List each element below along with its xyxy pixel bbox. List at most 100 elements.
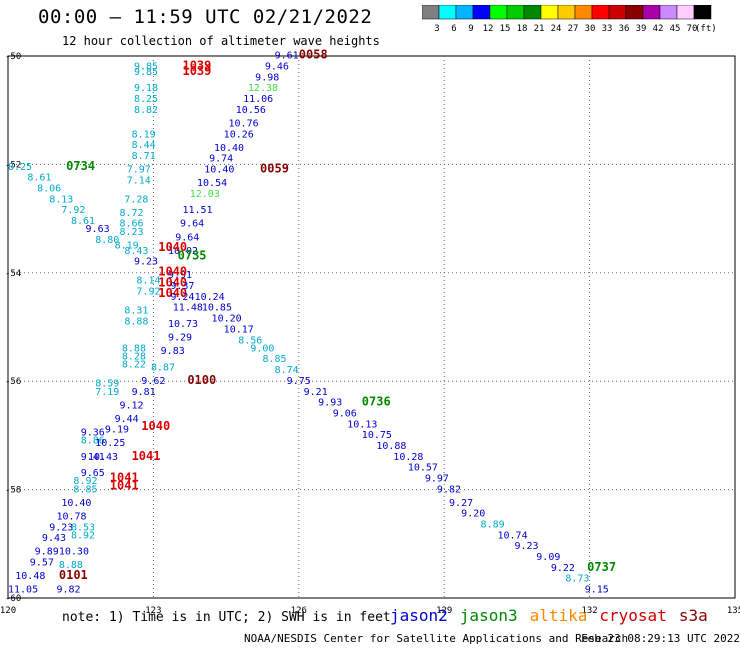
wave-height-label: 7.28 bbox=[124, 194, 148, 205]
pass-time-label: 0734 bbox=[66, 159, 95, 173]
colorbar-unit: (ft) bbox=[695, 24, 717, 34]
colorbar-label: 39 bbox=[636, 24, 647, 34]
wave-height-label: 10.78 bbox=[56, 511, 86, 522]
wave-height-label: 8.87 bbox=[151, 362, 175, 373]
generated-timestamp: Feb 23 08:29:13 UTC 2022 bbox=[581, 632, 740, 645]
wave-height-label: 8.72 bbox=[119, 208, 143, 219]
pass-time-label: 1040 bbox=[141, 419, 170, 433]
pass-time-label: 0058 bbox=[299, 48, 328, 62]
wave-height-label: 8.71 bbox=[132, 151, 156, 162]
wave-height-label: 9.65 bbox=[81, 468, 105, 479]
wave-height-label: 8.56 bbox=[238, 335, 262, 346]
wave-height-label: 9.85 bbox=[134, 62, 158, 73]
wave-height-label: 10.17 bbox=[224, 324, 254, 335]
wave-height-label: 9.23 bbox=[49, 522, 73, 533]
wave-height-label: 9.82 bbox=[437, 484, 461, 495]
wave-height-label: 8.74 bbox=[275, 365, 299, 376]
wave-height-label: 8.85 bbox=[73, 484, 97, 495]
wave-height-label: 9.89 bbox=[35, 547, 59, 558]
y-tick-label: -58 bbox=[5, 486, 21, 496]
x-tick-label: 135 bbox=[727, 606, 740, 616]
wave-height-label: 10.76 bbox=[229, 118, 259, 129]
wave-height-label: 9.63 bbox=[86, 224, 110, 235]
wave-height-label: 10.57 bbox=[408, 463, 438, 474]
wave-height-label: 9.61 bbox=[275, 51, 299, 62]
wave-height-label: 9.91 bbox=[168, 270, 192, 281]
wave-height-label: 8.19 bbox=[115, 240, 139, 251]
wave-height-label: 8.25 bbox=[8, 162, 32, 173]
wave-height-label: 8.92 bbox=[73, 476, 97, 487]
wave-height-label: 9.19 bbox=[105, 425, 129, 436]
wave-height-label: 9.24 bbox=[170, 292, 194, 303]
wave-height-label: 10.75 bbox=[362, 430, 392, 441]
colorbar-label: 21 bbox=[534, 24, 545, 34]
plot-frame bbox=[7, 55, 736, 599]
colorbar-label: 36 bbox=[619, 24, 630, 34]
wave-height-label: 10.40 bbox=[214, 143, 244, 154]
wave-height-label: 9.36 bbox=[81, 427, 105, 438]
legend-jason3: jason3 bbox=[459, 606, 518, 625]
wave-height-label: 8.88 bbox=[59, 560, 83, 571]
satellite-legend: jason2 jason3 altika cryosat s3a bbox=[390, 606, 720, 625]
wave-height-label: 8.61 bbox=[71, 216, 95, 227]
y-tick-label: -50 bbox=[5, 52, 21, 62]
wave-height-label: 7.92 bbox=[61, 205, 85, 216]
colorbar-label: 3 bbox=[434, 24, 439, 34]
wave-height-label: 9.27 bbox=[449, 498, 473, 509]
wave-height-label: 10.85 bbox=[202, 303, 232, 314]
wave-height-label: 8.88 bbox=[124, 316, 148, 327]
wave-height-label: 7.92 bbox=[136, 286, 160, 297]
wave-height-label: 10.54 bbox=[197, 178, 227, 189]
wave-height-label: 8.73 bbox=[565, 574, 589, 585]
wave-height-label: 9.85 bbox=[134, 67, 158, 78]
x-tick-label: 123 bbox=[145, 606, 161, 616]
wave-height-label: 12.38 bbox=[248, 83, 278, 94]
wave-height-label: 8.53 bbox=[71, 522, 95, 533]
y-tick-label: -56 bbox=[5, 377, 21, 387]
wave-height-label: 8.44 bbox=[132, 140, 156, 151]
wave-height-label: 9.06 bbox=[333, 408, 357, 419]
colorbar-label: 24 bbox=[551, 24, 562, 34]
wave-height-label: 8.86 bbox=[81, 436, 105, 447]
wave-height-label: 9.82 bbox=[56, 585, 80, 596]
wave-height-label: 8.23 bbox=[119, 227, 143, 238]
wave-height-label: 11.48 bbox=[173, 303, 203, 314]
wave-height-label: 8.59 bbox=[95, 379, 119, 390]
wave-height-label: 9.15 bbox=[585, 585, 609, 596]
colorbar-label: 18 bbox=[517, 24, 528, 34]
wave-height-label: 9.74 bbox=[209, 154, 233, 165]
wave-height-label: 8.19 bbox=[132, 129, 156, 140]
wave-height-label: 8.66 bbox=[119, 219, 143, 230]
wave-height-label: 10.43 bbox=[88, 452, 118, 463]
wave-height-label: 9.93 bbox=[318, 398, 342, 409]
wave-height-label: 10.74 bbox=[498, 530, 528, 541]
wave-height-label: 8.92 bbox=[71, 530, 95, 541]
pass-time-label: 1040 bbox=[158, 265, 187, 279]
legend-jason2: jason2 bbox=[390, 606, 448, 625]
wave-height-label: 9.09 bbox=[536, 552, 560, 563]
wave-height-label: 10.56 bbox=[236, 105, 266, 116]
x-tick-label: 126 bbox=[291, 606, 307, 616]
wave-height-label: 9.23 bbox=[134, 257, 158, 268]
wave-height-label: 8.43 bbox=[124, 246, 148, 257]
colorbar-label: 27 bbox=[568, 24, 579, 34]
wave-height-label: 10.88 bbox=[376, 441, 406, 452]
wave-height-label: 7.14 bbox=[127, 175, 151, 186]
wave-height-label: 9.83 bbox=[161, 346, 185, 357]
wave-height-label: 8.88 bbox=[122, 343, 146, 354]
chart-title: 00:00 – 11:59 UTC 02/21/2022 bbox=[38, 6, 373, 28]
wave-height-label: 10.13 bbox=[347, 419, 377, 430]
wave-height-label: 9.18 bbox=[134, 83, 158, 94]
wave-height-label: 8.61 bbox=[27, 173, 51, 184]
wave-height-label: 7.19 bbox=[95, 387, 119, 398]
colorbar-label: 12 bbox=[483, 24, 494, 34]
pass-time-label: 1040 bbox=[158, 286, 187, 300]
pass-time-label: 0737 bbox=[587, 560, 616, 574]
wave-height-label: 9.44 bbox=[115, 414, 139, 425]
legend-altika: altika bbox=[529, 606, 588, 625]
wave-height-label: 8.89 bbox=[481, 520, 505, 531]
wave-height-label: 10.28 bbox=[393, 452, 423, 463]
wave-height-label: 9.75 bbox=[287, 376, 311, 387]
